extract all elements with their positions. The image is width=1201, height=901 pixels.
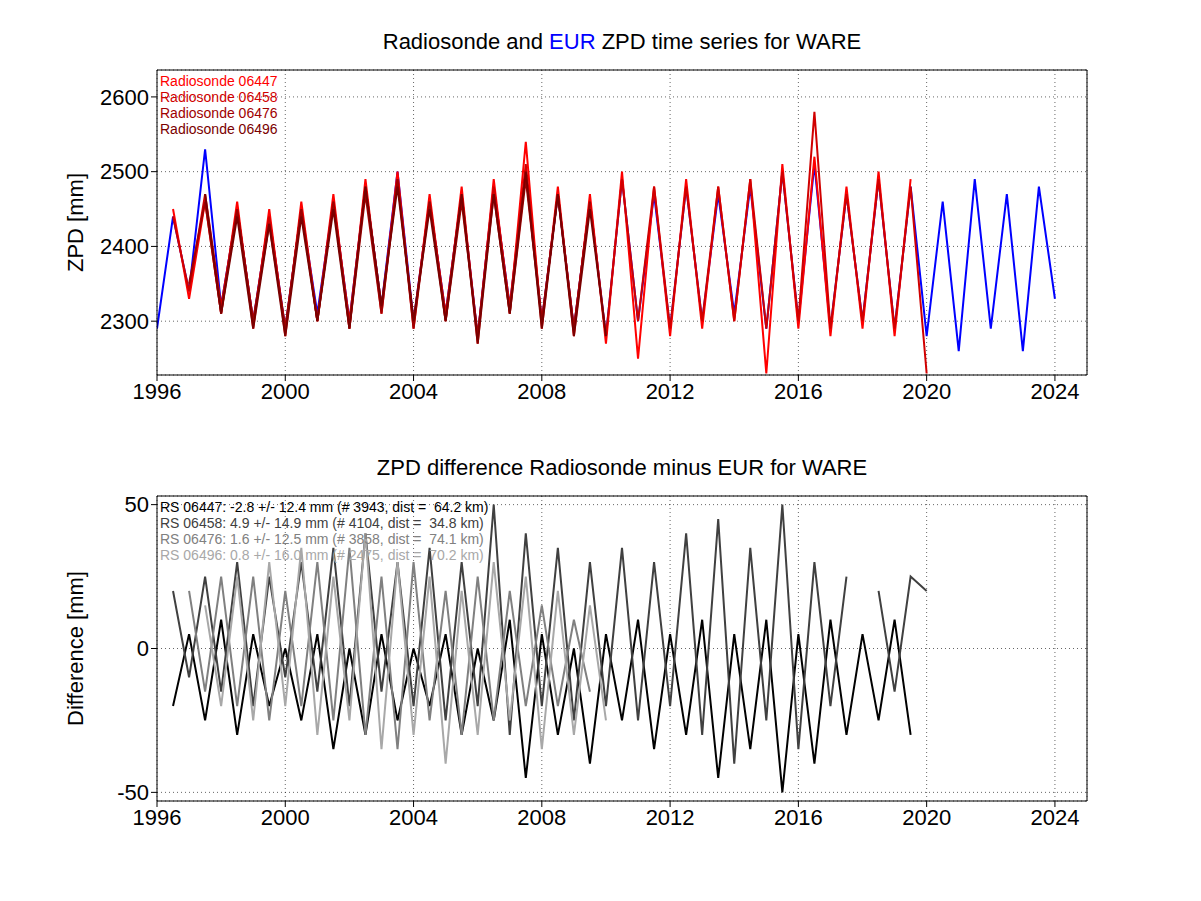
svg-text:2016: 2016 <box>774 805 823 830</box>
svg-text:ZPD [mm]: ZPD [mm] <box>63 173 88 272</box>
html-text:RS 06447: -2.8 +/- 12.4 mm (#: RS 06447: -2.8 +/- 12.4 mm (# 3943, dist… <box>160 499 489 515</box>
svg-text:2008: 2008 <box>517 379 566 404</box>
svg-text:-50: -50 <box>117 780 149 805</box>
svg-text:2000: 2000 <box>261 805 310 830</box>
html-text:Radiosonde and EUR ZPD time se: Radiosonde and EUR ZPD time series for W… <box>382 29 862 54</box>
svg-text:2024: 2024 <box>1030 805 1079 830</box>
svg-text:2016: 2016 <box>774 379 823 404</box>
html-text:Radiosonde 06476: Radiosonde 06476 <box>160 105 278 121</box>
html-text:RS 06496: 0.8 +/- 16.0 mm (# 2: RS 06496: 0.8 +/- 16.0 mm (# 2475, dist … <box>160 547 484 563</box>
svg-text:2500: 2500 <box>100 159 149 184</box>
svg-text:0: 0 <box>137 636 149 661</box>
svg-text:1996: 1996 <box>133 805 182 830</box>
svg-text:2600: 2600 <box>100 85 149 110</box>
svg-text:2300: 2300 <box>100 309 149 334</box>
svg-text:2000: 2000 <box>261 379 310 404</box>
html-text:RS 06476: 1.6 +/- 12.5 mm (# 3: RS 06476: 1.6 +/- 12.5 mm (# 3858, dist … <box>160 531 484 547</box>
svg-text:50: 50 <box>125 492 149 517</box>
svg-text:2020: 2020 <box>902 805 951 830</box>
svg-text:2020: 2020 <box>902 379 951 404</box>
html-text:Radiosonde 06496: Radiosonde 06496 <box>160 121 278 137</box>
svg-text:2004: 2004 <box>389 805 438 830</box>
svg-text:1996: 1996 <box>133 379 182 404</box>
svg-text:2400: 2400 <box>100 234 149 259</box>
svg-text:Difference [mm]: Difference [mm] <box>63 571 88 726</box>
svg-text:2004: 2004 <box>389 379 438 404</box>
svg-text:2012: 2012 <box>646 805 695 830</box>
html-text:ZPD difference Radiosonde minu: ZPD difference Radiosonde minus EUR for … <box>376 455 868 480</box>
html-text:RS 06458: 4.9 +/- 14.9 mm (# 4: RS 06458: 4.9 +/- 14.9 mm (# 4104, dist … <box>160 515 484 531</box>
svg-text:2012: 2012 <box>646 379 695 404</box>
svg-text:2024: 2024 <box>1030 379 1079 404</box>
html-text:Radiosonde 06447: Radiosonde 06447 <box>160 73 278 89</box>
html-text:Radiosonde 06458: Radiosonde 06458 <box>160 89 278 105</box>
svg-text:2008: 2008 <box>517 805 566 830</box>
